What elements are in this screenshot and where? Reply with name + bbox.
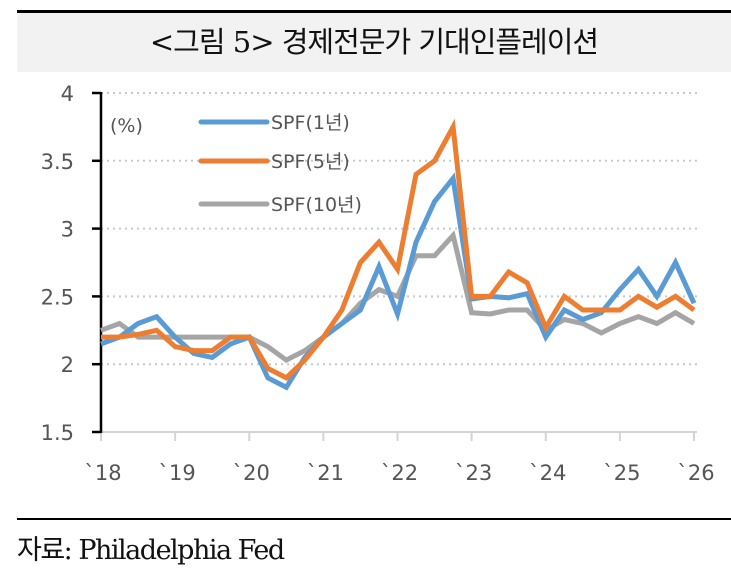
y-tick-label: 3 <box>61 218 74 242</box>
legend-label: SPF(5년) <box>271 151 350 173</box>
x-tick-label: `20 <box>233 461 270 485</box>
top-rule <box>17 10 731 13</box>
y-tick-label: 2.5 <box>41 285 74 309</box>
line-chart: `18 `19 `20 `21 `22 `23 `24 `25 `26 1.5 2 2.5 3 3.5 4… <box>41 82 715 485</box>
y-tick-label: 4 <box>61 82 74 106</box>
bottom-rule <box>17 518 731 520</box>
figure-title: <그림 5> 경제전문가 기대인플레이션 <box>149 25 599 59</box>
legend: SPF(1년) SPF(5년) SPF(10년) <box>198 112 362 216</box>
gridlines <box>101 92 698 366</box>
legend-label: SPF(10년) <box>271 194 362 216</box>
x-axis: `18 `19 `20 `21 `22 `23 `24 `25 `26 <box>84 431 715 485</box>
x-tick-label: `26 <box>677 461 714 485</box>
x-tick-label: `24 <box>529 461 566 485</box>
x-tick-label: `22 <box>381 461 418 485</box>
title-band <box>17 13 731 72</box>
y-axis: 1.5 2 2.5 3 3.5 4 <box>41 82 103 445</box>
x-tick-label: `19 <box>159 461 196 485</box>
unit-label: (%) <box>110 115 143 137</box>
y-tick-label: 1.5 <box>41 421 74 445</box>
x-tick-label: `23 <box>455 461 492 485</box>
series-lines <box>100 118 697 391</box>
series-line-2 <box>101 118 696 381</box>
series-line-1 <box>100 172 697 391</box>
x-tick-label: `25 <box>603 461 640 485</box>
y-tick-label: 2 <box>61 353 74 377</box>
x-tick-label: `18 <box>84 461 121 485</box>
y-tick-label: 3.5 <box>41 150 74 174</box>
legend-label: SPF(1년) <box>271 112 350 134</box>
x-tick-label: `21 <box>307 461 344 485</box>
series-line-3 <box>100 230 696 364</box>
source-note: 자료: Philadelphia Fed <box>17 535 285 566</box>
